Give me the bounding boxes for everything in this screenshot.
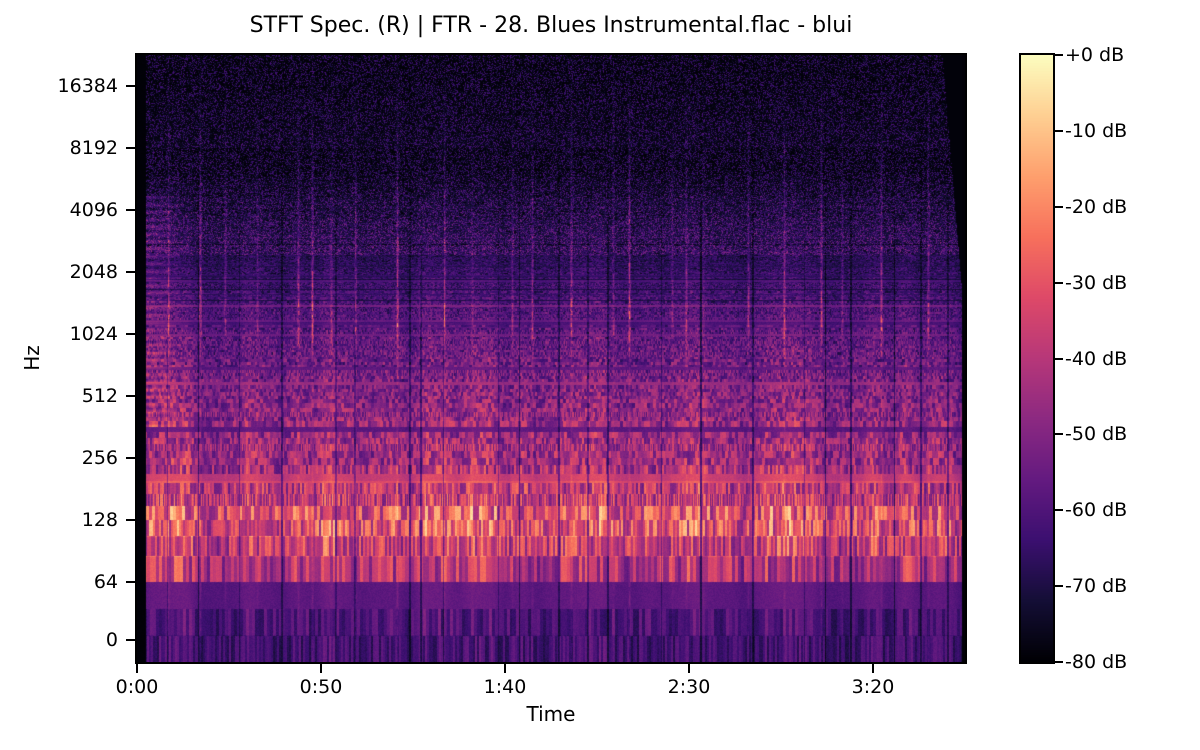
plot-area [135,53,967,664]
colorbar-tick-label: -10 dB [1065,119,1128,142]
y-tick-mark [126,271,135,273]
y-tick-mark [126,580,135,583]
y-tick-mark [126,519,135,522]
colorbar-tick-label: -70 dB [1065,575,1128,598]
colorbar-tick-label: -60 dB [1065,499,1128,522]
colorbar-tick-label: -30 dB [1065,271,1128,294]
colorbar-tick-mark [1055,54,1063,56]
colorbar-tick-mark [1055,433,1063,436]
y-tick-label: 0 [105,629,118,652]
colorbar-tick-label: -40 dB [1065,347,1128,370]
y-tick-label: 2048 [69,261,118,283]
x-tick-mark [136,664,138,673]
y-tick-label: 64 [93,570,118,593]
colorbar-tick-label: -80 dB [1065,651,1128,673]
colorbar-tick-mark [1055,585,1063,588]
y-tick-label: 1024 [69,323,118,346]
y-tick-label: 16384 [57,75,118,98]
colorbar-tick-mark [1055,357,1063,360]
spectrogram-canvas [137,55,965,662]
colorbar-tick-mark [1055,509,1063,512]
y-tick-mark [126,639,135,642]
plot-title: STFT Spec. (R) | FTR - 28. Blues Instrum… [249,13,853,38]
y-tick-label: 512 [81,385,118,407]
y-tick-mark [126,209,135,212]
colorbar-tick-mark [1055,661,1063,663]
colorbar-canvas [1021,55,1053,662]
colorbar-tick-mark [1055,129,1063,132]
x-tick-label: 3:20 [851,676,895,698]
x-tick-mark [872,664,874,673]
x-tick-label: 0:50 [299,676,343,698]
y-tick-label: 128 [81,509,118,532]
y-tick-mark [126,456,135,459]
x-axis-label: Time [526,702,576,726]
x-tick-mark [319,664,322,673]
x-tick-label: 1:40 [483,676,527,698]
y-tick-mark [126,395,135,397]
x-tick-label: 0:00 [115,676,159,698]
colorbar-tick-label: +0 dB [1065,44,1125,66]
y-tick-mark [126,85,135,88]
x-tick-label: 2:30 [667,676,711,698]
y-tick-mark [126,333,135,336]
y-tick-label: 4096 [69,199,118,222]
y-tick-label: 8192 [69,136,118,159]
x-tick-mark [503,664,506,673]
x-tick-mark [688,664,691,673]
colorbar-tick-label: -50 dB [1065,423,1128,446]
colorbar-tick-mark [1055,281,1063,284]
colorbar-tick-label: -20 dB [1065,195,1128,218]
colorbar [1019,53,1055,664]
colorbar-tick-mark [1055,205,1063,208]
y-tick-mark [126,146,135,149]
y-tick-label: 256 [81,446,118,469]
